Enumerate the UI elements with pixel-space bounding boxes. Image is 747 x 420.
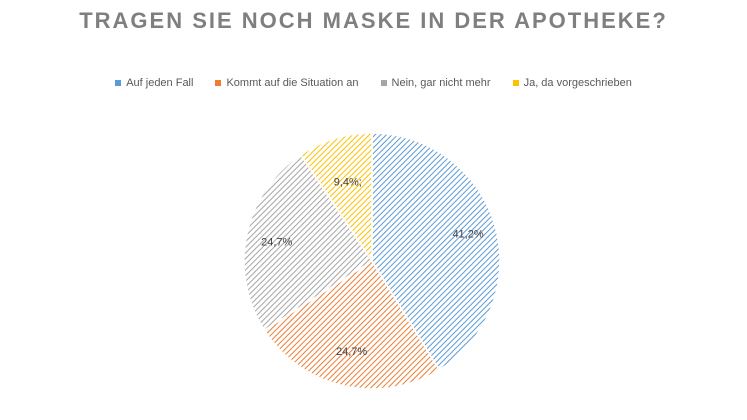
data-label-3: 9,4%; bbox=[334, 176, 362, 188]
legend-label: Kommt auf die Situation an bbox=[226, 77, 359, 89]
legend-swatch bbox=[215, 80, 222, 86]
legend-item-ja-vorgeschrieben: Ja, da vorgeschrieben bbox=[512, 77, 632, 89]
legend-swatch bbox=[115, 80, 122, 86]
legend-label: Ja, da vorgeschrieben bbox=[523, 77, 632, 89]
data-label-1: 24,7% bbox=[336, 346, 367, 358]
legend-item-kommt-auf-situation: Kommt auf die Situation an bbox=[215, 77, 359, 89]
data-label-2: 24,7% bbox=[261, 236, 292, 248]
chart-legend: Auf jeden Fall Kommt auf die Situation a… bbox=[0, 77, 747, 89]
pie-slice-3 bbox=[299, 132, 373, 264]
legend-swatch bbox=[380, 80, 387, 86]
legend-item-nein-gar-nicht: Nein, gar nicht mehr bbox=[380, 77, 491, 89]
data-label-0: 41,2% bbox=[452, 229, 483, 241]
legend-label: Nein, gar nicht mehr bbox=[391, 77, 491, 89]
pie-slice-1 bbox=[263, 259, 441, 390]
legend-item-auf-jeden-fall: Auf jeden Fall bbox=[115, 77, 193, 89]
pie-slice-2 bbox=[243, 153, 374, 332]
chart-title: TRAGEN SIE NOCH MASKE IN DER APOTHEKE? bbox=[79, 8, 668, 33]
legend-label: Auf jeden Fall bbox=[126, 77, 194, 89]
pie-slice-0 bbox=[371, 132, 501, 371]
legend-swatch bbox=[512, 80, 519, 86]
